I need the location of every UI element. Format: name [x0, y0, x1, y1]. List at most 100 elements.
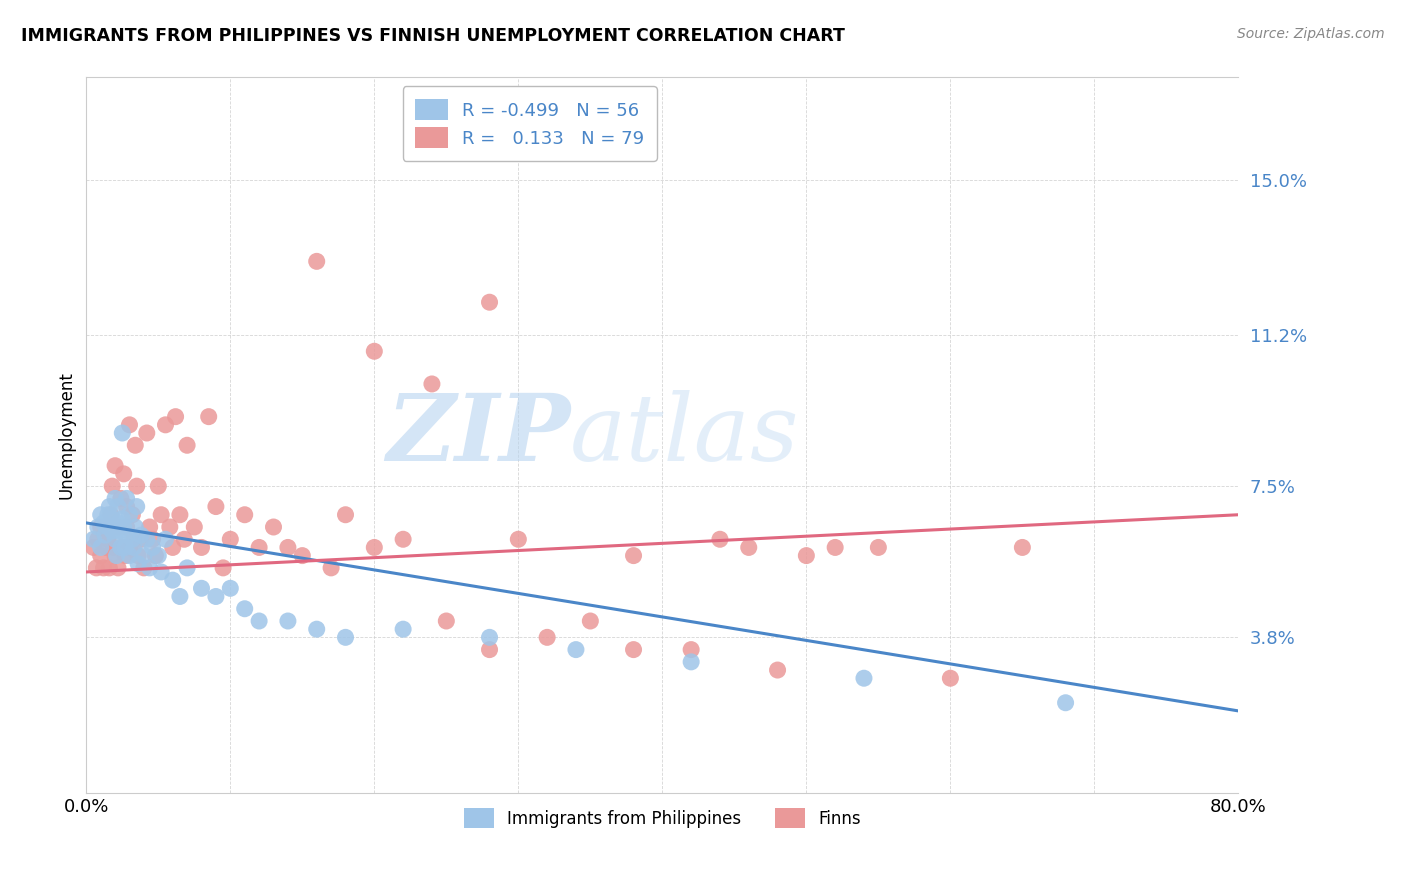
Point: [169, 508, 191, 522]
Point: [796, 549, 818, 563]
Point: [129, 533, 152, 547]
Point: [434, 614, 457, 628]
Point: [1054, 696, 1077, 710]
Point: [159, 520, 181, 534]
Point: [90, 541, 112, 555]
Point: [118, 417, 141, 432]
Point: [107, 520, 129, 534]
Point: [107, 500, 129, 514]
Point: [121, 508, 143, 522]
Point: [115, 520, 138, 534]
Point: [247, 541, 270, 555]
Point: [115, 528, 138, 542]
Point: [263, 520, 285, 534]
Point: [183, 520, 205, 534]
Point: [335, 508, 357, 522]
Point: [110, 541, 132, 555]
Point: [121, 533, 143, 547]
Point: [766, 663, 789, 677]
Point: [97, 520, 120, 534]
Point: [478, 631, 501, 645]
Point: [335, 631, 357, 645]
Point: [122, 533, 145, 547]
Point: [87, 520, 110, 534]
Point: [94, 528, 117, 542]
Point: [212, 561, 235, 575]
Text: Source: ZipAtlas.com: Source: ZipAtlas.com: [1237, 27, 1385, 41]
Point: [219, 582, 242, 596]
Point: [145, 549, 167, 563]
Point: [127, 549, 149, 563]
Point: [110, 491, 132, 506]
Point: [115, 491, 138, 506]
Point: [420, 376, 443, 391]
Point: [100, 508, 122, 522]
Point: [138, 561, 160, 575]
Point: [824, 541, 846, 555]
Point: [623, 642, 645, 657]
Point: [305, 254, 328, 268]
Point: [122, 541, 145, 555]
Point: [129, 528, 152, 542]
Point: [90, 508, 112, 522]
Point: [114, 549, 136, 563]
Point: [141, 541, 163, 555]
Point: [1011, 541, 1033, 555]
Point: [111, 512, 134, 526]
Point: [103, 541, 125, 555]
Point: [127, 557, 149, 571]
Point: [125, 479, 148, 493]
Point: [114, 541, 136, 555]
Point: [190, 541, 212, 555]
Point: [135, 533, 157, 547]
Point: [176, 438, 198, 452]
Point: [205, 500, 228, 514]
Point: [176, 561, 198, 575]
Point: [118, 549, 141, 563]
Point: [205, 590, 228, 604]
Point: [162, 541, 184, 555]
Point: [107, 561, 129, 575]
Point: [97, 508, 120, 522]
Point: [162, 573, 184, 587]
Point: [141, 533, 163, 547]
Y-axis label: Unemployment: Unemployment: [58, 371, 75, 499]
Point: [579, 614, 602, 628]
Text: atlas: atlas: [571, 390, 800, 480]
Point: [155, 533, 177, 547]
Point: [623, 549, 645, 563]
Point: [104, 491, 127, 506]
Point: [305, 622, 328, 636]
Point: [118, 541, 141, 555]
Point: [96, 541, 118, 555]
Point: [87, 533, 110, 547]
Point: [565, 642, 588, 657]
Point: [135, 425, 157, 440]
Point: [107, 516, 129, 530]
Point: [124, 438, 146, 452]
Point: [681, 655, 703, 669]
Point: [709, 533, 731, 547]
Point: [125, 500, 148, 514]
Point: [112, 520, 135, 534]
Point: [363, 541, 385, 555]
Point: [150, 565, 173, 579]
Point: [291, 549, 314, 563]
Point: [681, 642, 703, 657]
Point: [190, 582, 212, 596]
Point: [97, 533, 120, 547]
Point: [93, 561, 115, 575]
Point: [82, 533, 104, 547]
Point: [233, 508, 256, 522]
Point: [277, 614, 299, 628]
Point: [98, 500, 121, 514]
Point: [115, 500, 138, 514]
Point: [118, 508, 141, 522]
Point: [939, 671, 962, 685]
Point: [132, 561, 155, 575]
Point: [277, 541, 299, 555]
Point: [392, 622, 415, 636]
Point: [392, 533, 415, 547]
Point: [165, 409, 187, 424]
Point: [852, 671, 875, 685]
